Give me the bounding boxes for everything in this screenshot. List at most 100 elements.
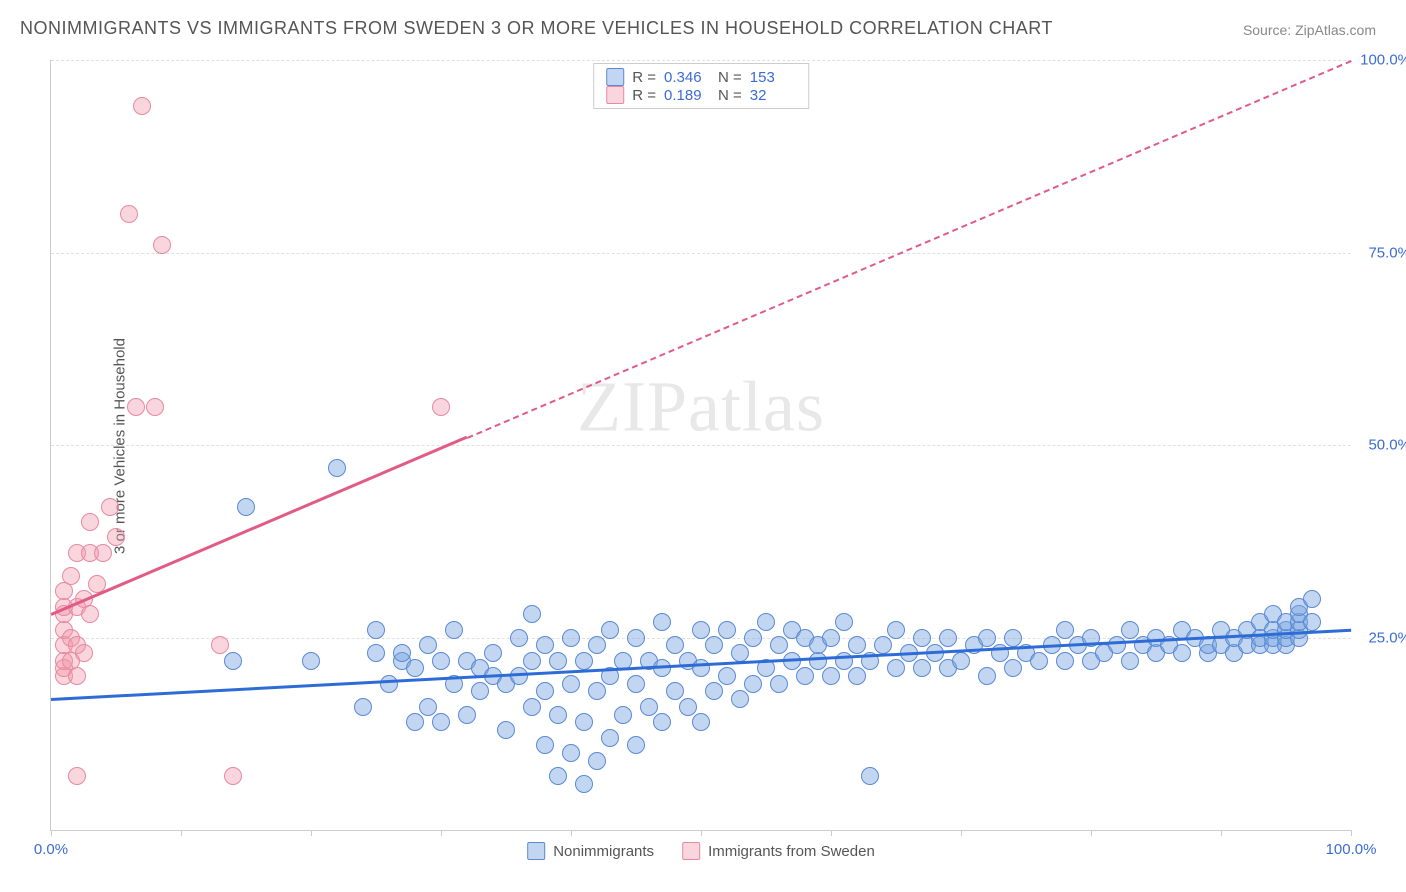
- watermark: ZIPatlas: [577, 365, 825, 448]
- data-point-blue: [770, 636, 788, 654]
- data-point-blue: [744, 629, 762, 647]
- data-point-pink: [68, 667, 86, 685]
- legend-item: Nonimmigrants: [527, 842, 654, 860]
- data-point-blue: [1173, 644, 1191, 662]
- x-tick: [831, 830, 832, 836]
- data-point-blue: [523, 605, 541, 623]
- y-tick-label: 25.0%: [1356, 629, 1406, 646]
- data-point-pink: [120, 205, 138, 223]
- data-point-blue: [796, 667, 814, 685]
- data-point-blue: [536, 736, 554, 754]
- data-point-blue: [523, 652, 541, 670]
- data-point-blue: [978, 629, 996, 647]
- x-tick: [571, 830, 572, 836]
- data-point-blue: [588, 682, 606, 700]
- data-point-pink: [94, 544, 112, 562]
- data-point-blue: [367, 644, 385, 662]
- data-point-blue: [549, 652, 567, 670]
- data-point-pink: [107, 528, 125, 546]
- data-point-blue: [419, 636, 437, 654]
- data-point-blue: [835, 652, 853, 670]
- data-point-blue: [458, 706, 476, 724]
- data-point-blue: [575, 652, 593, 670]
- chart-title: NONIMMIGRANTS VS IMMIGRANTS FROM SWEDEN …: [20, 18, 1053, 39]
- n-label: N =: [718, 69, 742, 86]
- legend-label: Immigrants from Sweden: [708, 843, 875, 860]
- data-point-blue: [939, 629, 957, 647]
- data-point-blue: [887, 659, 905, 677]
- data-point-blue: [562, 744, 580, 762]
- data-point-blue: [536, 636, 554, 654]
- data-point-blue: [549, 706, 567, 724]
- data-point-blue: [770, 675, 788, 693]
- data-point-blue: [380, 675, 398, 693]
- data-point-blue: [601, 621, 619, 639]
- data-point-blue: [575, 775, 593, 793]
- data-point-blue: [510, 667, 528, 685]
- data-point-blue: [822, 667, 840, 685]
- x-tick: [701, 830, 702, 836]
- grid-line: [51, 60, 1351, 61]
- data-point-blue: [575, 713, 593, 731]
- n-value: 32: [750, 87, 796, 104]
- n-label: N =: [718, 87, 742, 104]
- data-point-pink: [55, 582, 73, 600]
- x-tick-label: 0.0%: [34, 841, 68, 858]
- data-point-blue: [718, 621, 736, 639]
- x-tick: [311, 830, 312, 836]
- legend-stats: R = 0.346 N = 153 R = 0.189 N = 32: [593, 63, 809, 109]
- trend-line: [51, 629, 1351, 701]
- grid-line: [51, 253, 1351, 254]
- data-point-blue: [627, 736, 645, 754]
- x-tick: [961, 830, 962, 836]
- data-point-pink: [153, 236, 171, 254]
- data-point-blue: [653, 713, 671, 731]
- data-point-pink: [146, 398, 164, 416]
- data-point-blue: [705, 636, 723, 654]
- data-point-blue: [1004, 659, 1022, 677]
- data-point-blue: [588, 752, 606, 770]
- data-point-blue: [406, 659, 424, 677]
- data-point-pink: [81, 605, 99, 623]
- r-label: R =: [632, 69, 656, 86]
- data-point-pink: [224, 767, 242, 785]
- data-point-blue: [731, 690, 749, 708]
- trend-line: [51, 436, 468, 616]
- data-point-blue: [302, 652, 320, 670]
- data-point-blue: [679, 698, 697, 716]
- data-point-blue: [731, 644, 749, 662]
- data-point-blue: [588, 636, 606, 654]
- data-point-blue: [523, 698, 541, 716]
- y-tick-label: 100.0%: [1356, 52, 1406, 69]
- data-point-blue: [705, 682, 723, 700]
- data-point-blue: [653, 659, 671, 677]
- legend-stats-row: R = 0.346 N = 153: [606, 68, 796, 86]
- data-point-blue: [653, 613, 671, 631]
- grid-line: [51, 445, 1351, 446]
- data-point-blue: [471, 682, 489, 700]
- data-point-blue: [601, 729, 619, 747]
- data-point-blue: [848, 667, 866, 685]
- data-point-blue: [484, 644, 502, 662]
- data-point-blue: [1056, 652, 1074, 670]
- y-tick-label: 50.0%: [1356, 437, 1406, 454]
- data-point-blue: [1303, 613, 1321, 631]
- data-point-blue: [497, 721, 515, 739]
- data-point-blue: [744, 675, 762, 693]
- data-point-blue: [952, 652, 970, 670]
- data-point-blue: [692, 713, 710, 731]
- swatch-blue-icon: [527, 842, 545, 860]
- data-point-blue: [1121, 621, 1139, 639]
- r-value: 0.346: [664, 69, 710, 86]
- data-point-blue: [913, 659, 931, 677]
- data-point-pink: [432, 398, 450, 416]
- data-point-blue: [432, 713, 450, 731]
- x-tick: [181, 830, 182, 836]
- data-point-blue: [666, 636, 684, 654]
- data-point-blue: [835, 613, 853, 631]
- data-point-pink: [101, 498, 119, 516]
- x-tick: [441, 830, 442, 836]
- swatch-pink-icon: [682, 842, 700, 860]
- data-point-blue: [666, 682, 684, 700]
- data-point-blue: [627, 629, 645, 647]
